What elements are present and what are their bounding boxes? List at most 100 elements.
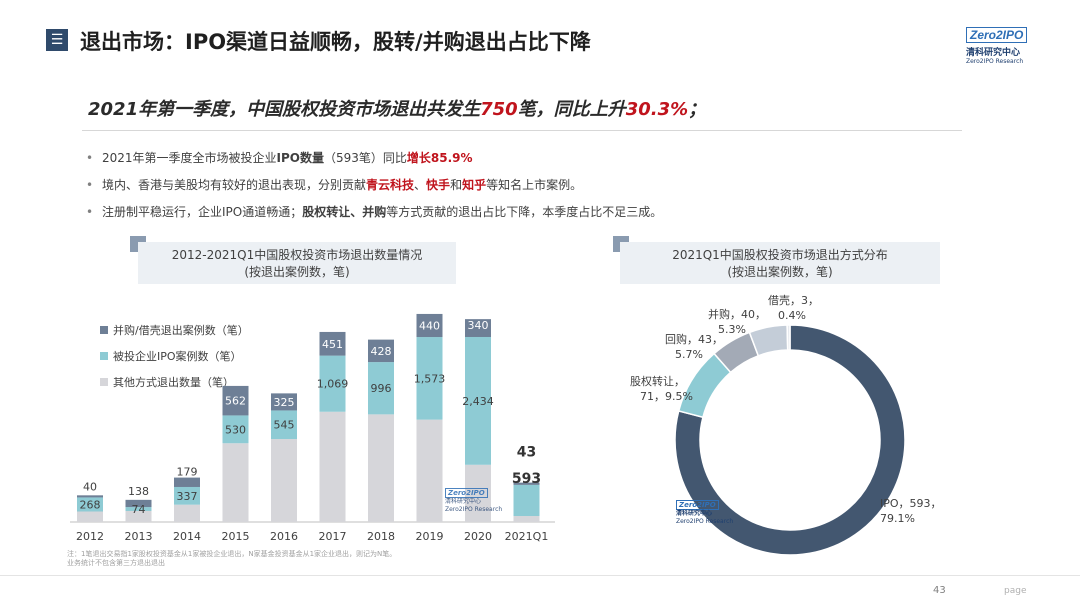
bar-segment [465, 336, 491, 465]
x-tick-label: 2016 [270, 530, 298, 543]
stacked-bar-chart: 268 40 2012 74 138 2013 337 179 2014 530 562 2015 54… [70, 313, 555, 543]
title-bar: ☰ 退出市场：IPO渠道日益顺畅，股转/并购退出占比下降 Zero2IPO 清科… [0, 0, 1080, 82]
bar-data-label: 337 [177, 490, 198, 503]
bar-segment [416, 337, 443, 420]
donut-chart-watermark-logo: Zero2IPO 清科研究中心 Zero2IPO Research [676, 500, 740, 526]
donut-slice-label: 0.4% [778, 309, 806, 322]
chart-footnote: 注：1笔退出交易指1家股权投资基金从1家被投企业退出，N家基金投资基金从1家企业… [67, 550, 396, 568]
donut-slice-label: 借壳，3， [768, 293, 819, 307]
x-tick-label: 2017 [319, 530, 347, 543]
bar-segment [416, 419, 443, 522]
donut-slice-label: 并购，40， [708, 307, 766, 321]
donut-slice-label: 股权转让， [630, 374, 685, 388]
bar-chart-subtitle: (按退出案例数，笔) [244, 265, 350, 279]
bar-segment [222, 443, 249, 522]
legend-item-ma: 并购/借壳退出案例数（笔） [100, 317, 249, 343]
donut-chart: IPO，593， 79.1% 股权转让， 71，9.5% 回购，43， 5.7% 并购，40… [630, 293, 942, 556]
bar-segment [416, 313, 443, 338]
bar-data-label: 138 [128, 485, 149, 498]
page-label: page [1004, 586, 1027, 596]
donut-chart-title-line1: 2021Q1中国股权投资市场退出方式分布 [672, 248, 888, 262]
donut-chart-subtitle: (按退出案例数，笔) [727, 265, 833, 279]
headline-part2: 笔，同比上升 [517, 99, 626, 120]
bar-segment [319, 331, 346, 356]
x-tick-label: 2019 [416, 530, 444, 543]
legend-swatch-ipo [100, 352, 108, 360]
bar-data-label: 2,434 [462, 395, 494, 408]
bullet-bold: 股权转让、并购 [302, 205, 387, 219]
bullet-text: 境内、香港与美股均有较好的退出表现，分别贡献 [102, 178, 367, 192]
bar-segment [174, 504, 200, 522]
chart-footnote-line1: 注：1笔退出交易指1家股权投资基金从1家被投企业退出，N家基金投资基金从1家企业… [67, 550, 397, 558]
donut-slice [786, 324, 791, 351]
bar-data-label: 43 [517, 445, 536, 461]
bar-segment [271, 439, 297, 522]
chart-footnote-line2: 业务统计不包含第三方退出退出 [67, 559, 165, 567]
donut-slice-label: 71，9.5% [640, 390, 693, 403]
donut-slice [674, 324, 906, 556]
bar-data-label: 268 [80, 498, 101, 511]
donut-watermark-en: Zero2IPO Research [676, 518, 734, 525]
x-tick-label: 2020 [464, 530, 492, 543]
donut-watermark-cn: 清科研究中心 [676, 510, 713, 517]
bullet-highlight: 快手 [426, 178, 451, 192]
bar-chart-title: 2012-2021Q1中国股权投资市场退出数量情况 (按退出案例数，笔) [138, 242, 456, 284]
bar-segment [222, 385, 249, 416]
bar-data-label: 545 [274, 419, 295, 432]
bar-segment [77, 495, 103, 498]
bar-segment [513, 516, 540, 522]
logo-cn: 清科研究中心 [966, 48, 1021, 58]
footer-divider [0, 575, 1080, 576]
page-number: 43 [933, 585, 946, 596]
bar-data-label: 440 [419, 319, 440, 332]
bar-segment [222, 415, 249, 444]
donut-slice-label: 回购，43， [665, 332, 723, 346]
donut-slice-label: IPO，593， [880, 497, 942, 510]
zero2ipo-logo: Zero2IPO 清科研究中心 Zero2IPO Research [966, 24, 1052, 65]
bar-segment [174, 486, 200, 505]
bar-data-label: 179 [177, 466, 198, 479]
bar-data-label: 562 [225, 395, 246, 408]
bar-data-label: 428 [371, 345, 392, 358]
bullet-text: 注册制平稳运行，企业IPO通道畅通； [102, 205, 303, 219]
bullet-text: 等方式贡献的退出占比下降，本季度占比不足三成。 [386, 205, 663, 219]
legend-swatch-ma [100, 326, 108, 334]
bar-segment [125, 510, 152, 522]
x-tick-label: 2018 [367, 530, 395, 543]
bar-segment [319, 411, 346, 522]
legend-label-ipo: 被投企业IPO案例数（笔） [113, 350, 242, 363]
bar-data-label: 1,069 [317, 378, 349, 391]
bar-data-label: 451 [322, 338, 343, 351]
bar-data-label: 996 [371, 382, 392, 395]
headline-part1: 2021年第一季度，中国股权投资市场退出共发生 [88, 99, 481, 120]
bar-data-label: 74 [132, 503, 146, 516]
bullet-text: （593笔）同比 [324, 151, 407, 165]
bar-data-label: 40 [83, 480, 97, 493]
donut-watermark-mark: Zero2IPO [676, 500, 719, 510]
bar-data-label: 325 [274, 396, 295, 409]
x-tick-label: 2015 [222, 530, 250, 543]
watermark-en: Zero2IPO Research [445, 506, 503, 513]
bar-data-label: 340 [468, 319, 489, 332]
bullet-text: 2021年第一季度全市场被投企业 [102, 151, 277, 165]
headline-divider [82, 130, 962, 131]
legend-item-ipo: 被投企业IPO案例数（笔） [100, 343, 249, 369]
bar-segment [77, 497, 103, 512]
bullet-item-registration: 注册制平稳运行，企业IPO通道畅通；股权转让、并购等方式贡献的退出占比下降，本季… [86, 199, 662, 226]
bullet-text: 和 [450, 178, 463, 192]
bar-segment [271, 410, 297, 440]
legend-swatch-other [100, 378, 108, 386]
bar-data-label: 1,573 [414, 372, 446, 385]
donut-slice-label: 5.3% [718, 323, 746, 336]
donut-slice-label: 79.1% [880, 512, 915, 525]
headline-count: 750 [480, 99, 518, 120]
bar-segment [368, 362, 394, 415]
bullet-highlight: 青云科技 [366, 178, 415, 192]
bullet-bold: IPO数量 [276, 151, 325, 165]
bullet-text: 等知名上市案例。 [486, 178, 583, 192]
bar-segment [271, 393, 297, 411]
bullet-list: 2021年第一季度全市场被投企业IPO数量（593笔）同比增长85.9% 境内、… [86, 145, 662, 226]
bar-chart-legend: 并购/借壳退出案例数（笔） 被投企业IPO案例数（笔） 其他方式退出数量（笔） [100, 317, 249, 395]
bar-segment [513, 484, 540, 517]
x-tick-label: 2013 [125, 530, 153, 543]
